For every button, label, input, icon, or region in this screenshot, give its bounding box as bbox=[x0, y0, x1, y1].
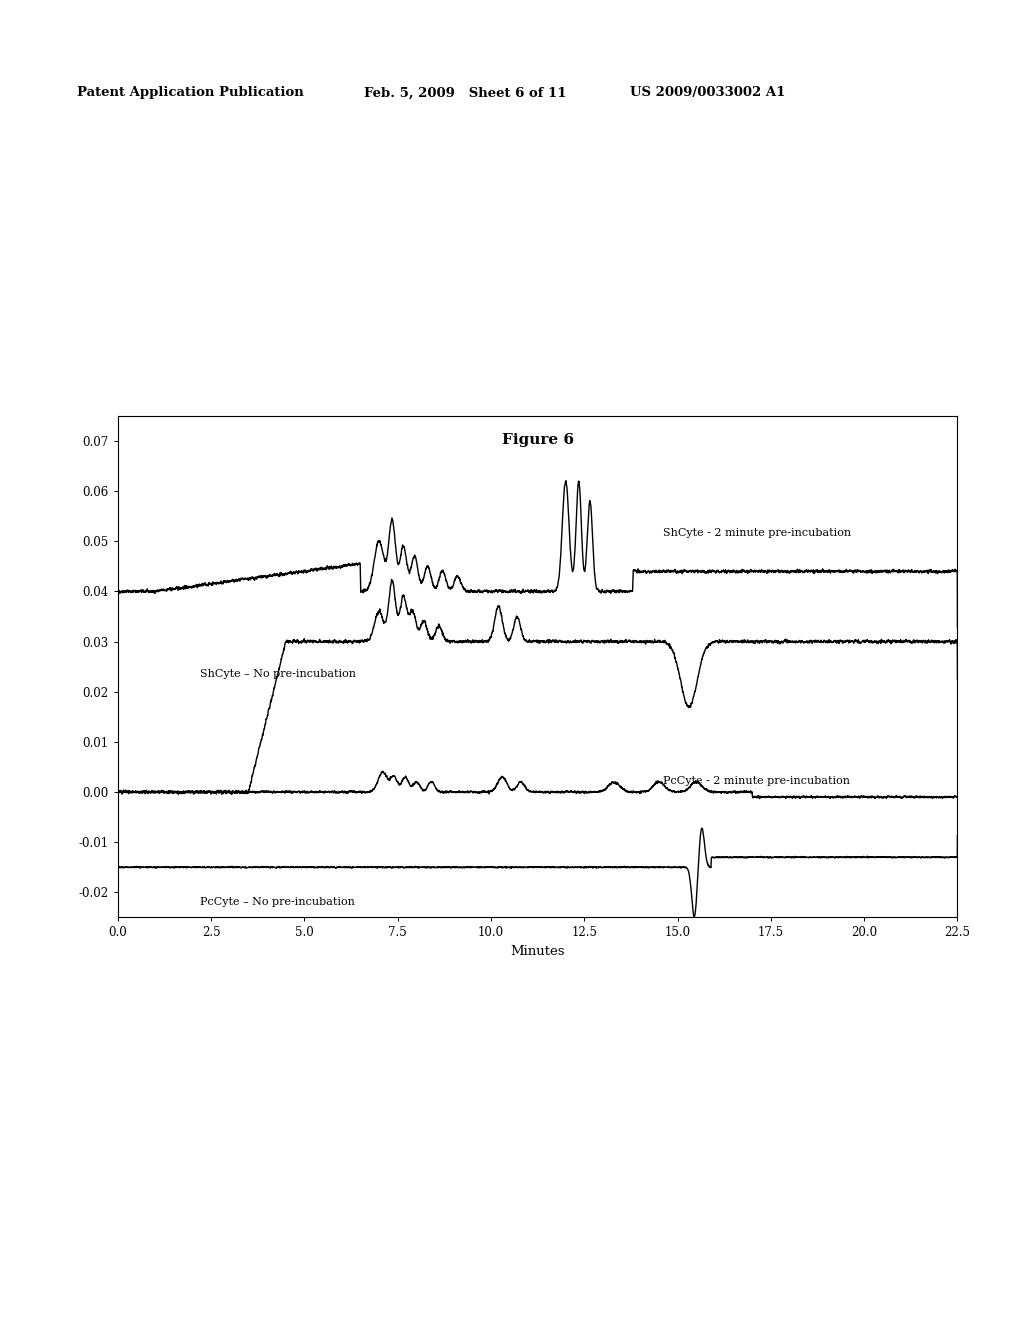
X-axis label: Minutes: Minutes bbox=[510, 945, 565, 958]
Text: US 2009/0033002 A1: US 2009/0033002 A1 bbox=[630, 86, 785, 99]
Text: PcCyte - 2 minute pre-incubation: PcCyte - 2 minute pre-incubation bbox=[663, 776, 850, 787]
Text: ShCyte – No pre-incubation: ShCyte – No pre-incubation bbox=[200, 669, 356, 678]
Text: ShCyte - 2 minute pre-incubation: ShCyte - 2 minute pre-incubation bbox=[663, 528, 851, 539]
Text: Figure 6: Figure 6 bbox=[502, 433, 573, 447]
Text: Feb. 5, 2009   Sheet 6 of 11: Feb. 5, 2009 Sheet 6 of 11 bbox=[364, 86, 566, 99]
Text: Patent Application Publication: Patent Application Publication bbox=[77, 86, 303, 99]
Text: PcCyte – No pre-incubation: PcCyte – No pre-incubation bbox=[200, 896, 354, 907]
